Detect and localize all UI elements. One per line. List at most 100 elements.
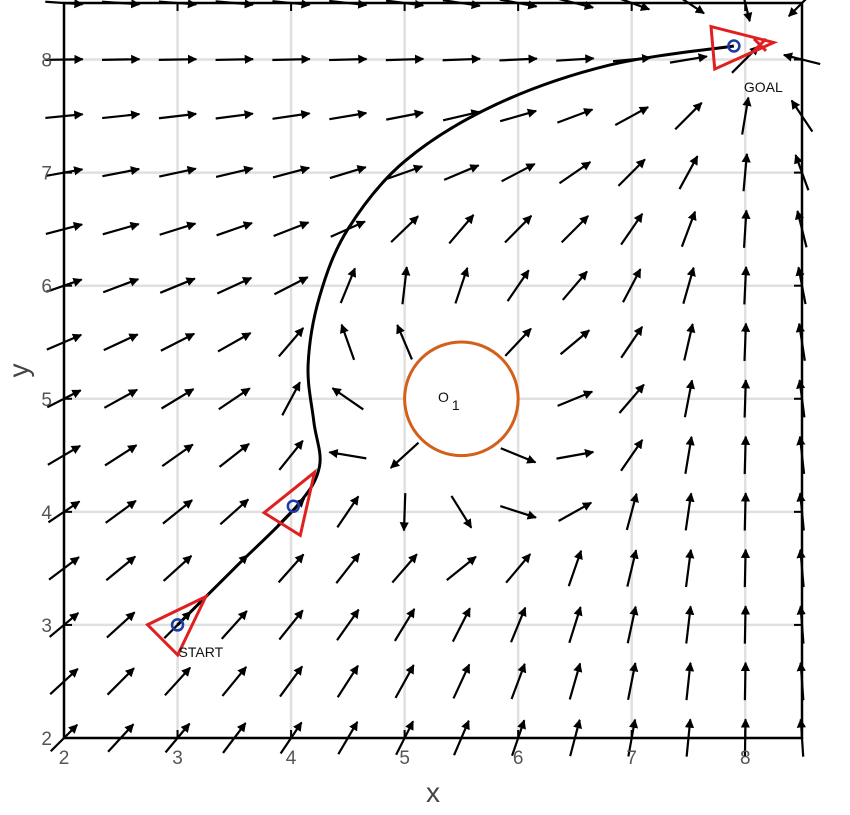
field-arrow — [626, 605, 639, 644]
field-arrow — [328, 449, 367, 460]
y-tick-label: 4 — [41, 503, 52, 524]
field-arrow — [504, 327, 532, 357]
field-arrow — [505, 553, 532, 584]
field-arrow — [160, 388, 195, 410]
field-arrow — [627, 662, 639, 701]
field-arrow — [442, 54, 482, 64]
field-arrow — [740, 548, 751, 588]
field-arrow — [678, 155, 699, 190]
field-arrow — [162, 499, 193, 525]
field-arrow — [556, 448, 595, 460]
field-arrow — [401, 266, 411, 305]
field-arrow — [626, 549, 639, 587]
field-arrow — [625, 492, 639, 531]
field-arrow — [102, 110, 141, 120]
field-arrow — [446, 555, 477, 581]
field-arrow — [102, 221, 140, 236]
field-arrow — [391, 553, 418, 584]
field-arrow — [683, 379, 695, 418]
field-arrow — [501, 162, 536, 183]
field-arrow — [684, 661, 695, 701]
x-tick-label: 8 — [740, 748, 751, 769]
robot-triangle — [709, 24, 779, 72]
field-arrow — [221, 666, 248, 697]
field-arrow — [399, 493, 409, 532]
field-arrow — [741, 96, 752, 135]
field-arrow — [390, 215, 419, 243]
field-arrow — [279, 665, 304, 698]
field-arrow — [281, 381, 301, 416]
goal-x-marker — [752, 37, 768, 52]
y-tick-label: 3 — [41, 616, 52, 637]
field-arrow — [273, 221, 310, 237]
field-arrow — [273, 276, 309, 296]
field-arrow — [506, 269, 530, 302]
field-arrow — [680, 210, 697, 248]
goal-label: GOAL — [744, 79, 783, 95]
field-arrow — [560, 215, 589, 244]
field-arrow — [510, 606, 527, 643]
field-arrow — [104, 444, 138, 467]
field-arrow — [499, 54, 538, 64]
field-arrow — [277, 553, 305, 584]
field-arrow — [451, 607, 471, 643]
field-arrow — [278, 327, 305, 358]
field-arrow — [105, 555, 136, 582]
field-arrow — [620, 212, 644, 246]
field-arrow — [741, 209, 751, 248]
robot-position-marker — [170, 618, 185, 632]
field-arrow — [740, 605, 751, 644]
field-arrow — [741, 266, 751, 305]
field-arrow — [452, 663, 471, 699]
field-arrow — [216, 221, 253, 237]
field-arrow — [106, 611, 136, 639]
field-arrow — [568, 662, 583, 700]
field-arrow — [620, 439, 644, 472]
field-arrow — [618, 383, 645, 414]
field-arrow — [568, 606, 583, 644]
field-arrow — [740, 379, 751, 418]
field-arrow — [272, 165, 311, 179]
field-arrow — [385, 54, 425, 64]
field-arrow — [614, 106, 649, 127]
field-arrow — [340, 323, 356, 361]
field-arrow — [740, 492, 751, 531]
obstacle-circle — [403, 340, 520, 457]
field-arrow — [164, 666, 191, 697]
field-arrow — [216, 276, 253, 295]
field-arrow — [158, 110, 198, 120]
robot-position-marker — [286, 499, 301, 513]
field-arrow — [158, 54, 198, 64]
field-arrow — [393, 608, 416, 642]
field-arrow — [161, 443, 194, 468]
field-arrow — [217, 332, 252, 353]
field-arrow — [558, 161, 592, 185]
field-arrow — [443, 164, 480, 181]
robot-triangle — [261, 468, 317, 538]
field-arrow — [740, 435, 751, 475]
field-arrow — [159, 277, 196, 294]
field-arrow — [556, 54, 595, 64]
field-arrow — [500, 447, 537, 464]
obstacle-subscript: 1 — [452, 397, 460, 413]
x-tick-label: 3 — [172, 748, 183, 769]
field-arrow — [336, 608, 360, 641]
x-tick-label: 2 — [59, 748, 70, 769]
field-arrow — [160, 332, 196, 352]
field-arrow — [272, 109, 311, 120]
field-arrow — [339, 267, 357, 304]
y-axis-label: y — [3, 364, 34, 378]
field-arrow — [684, 492, 695, 531]
axis-ticks: 2 3 4 5 6 7 8 2 3 4 5 6 7 8 — [41, 3, 802, 769]
field-arrow — [102, 54, 141, 64]
field-arrow — [336, 495, 360, 528]
field-arrow — [394, 664, 415, 699]
field-arrow — [504, 215, 533, 244]
x-axis-label: x — [426, 777, 440, 808]
field-arrow — [158, 165, 197, 178]
field-arrow — [219, 498, 250, 526]
field-arrow — [331, 387, 364, 411]
field-arrow — [105, 499, 137, 524]
